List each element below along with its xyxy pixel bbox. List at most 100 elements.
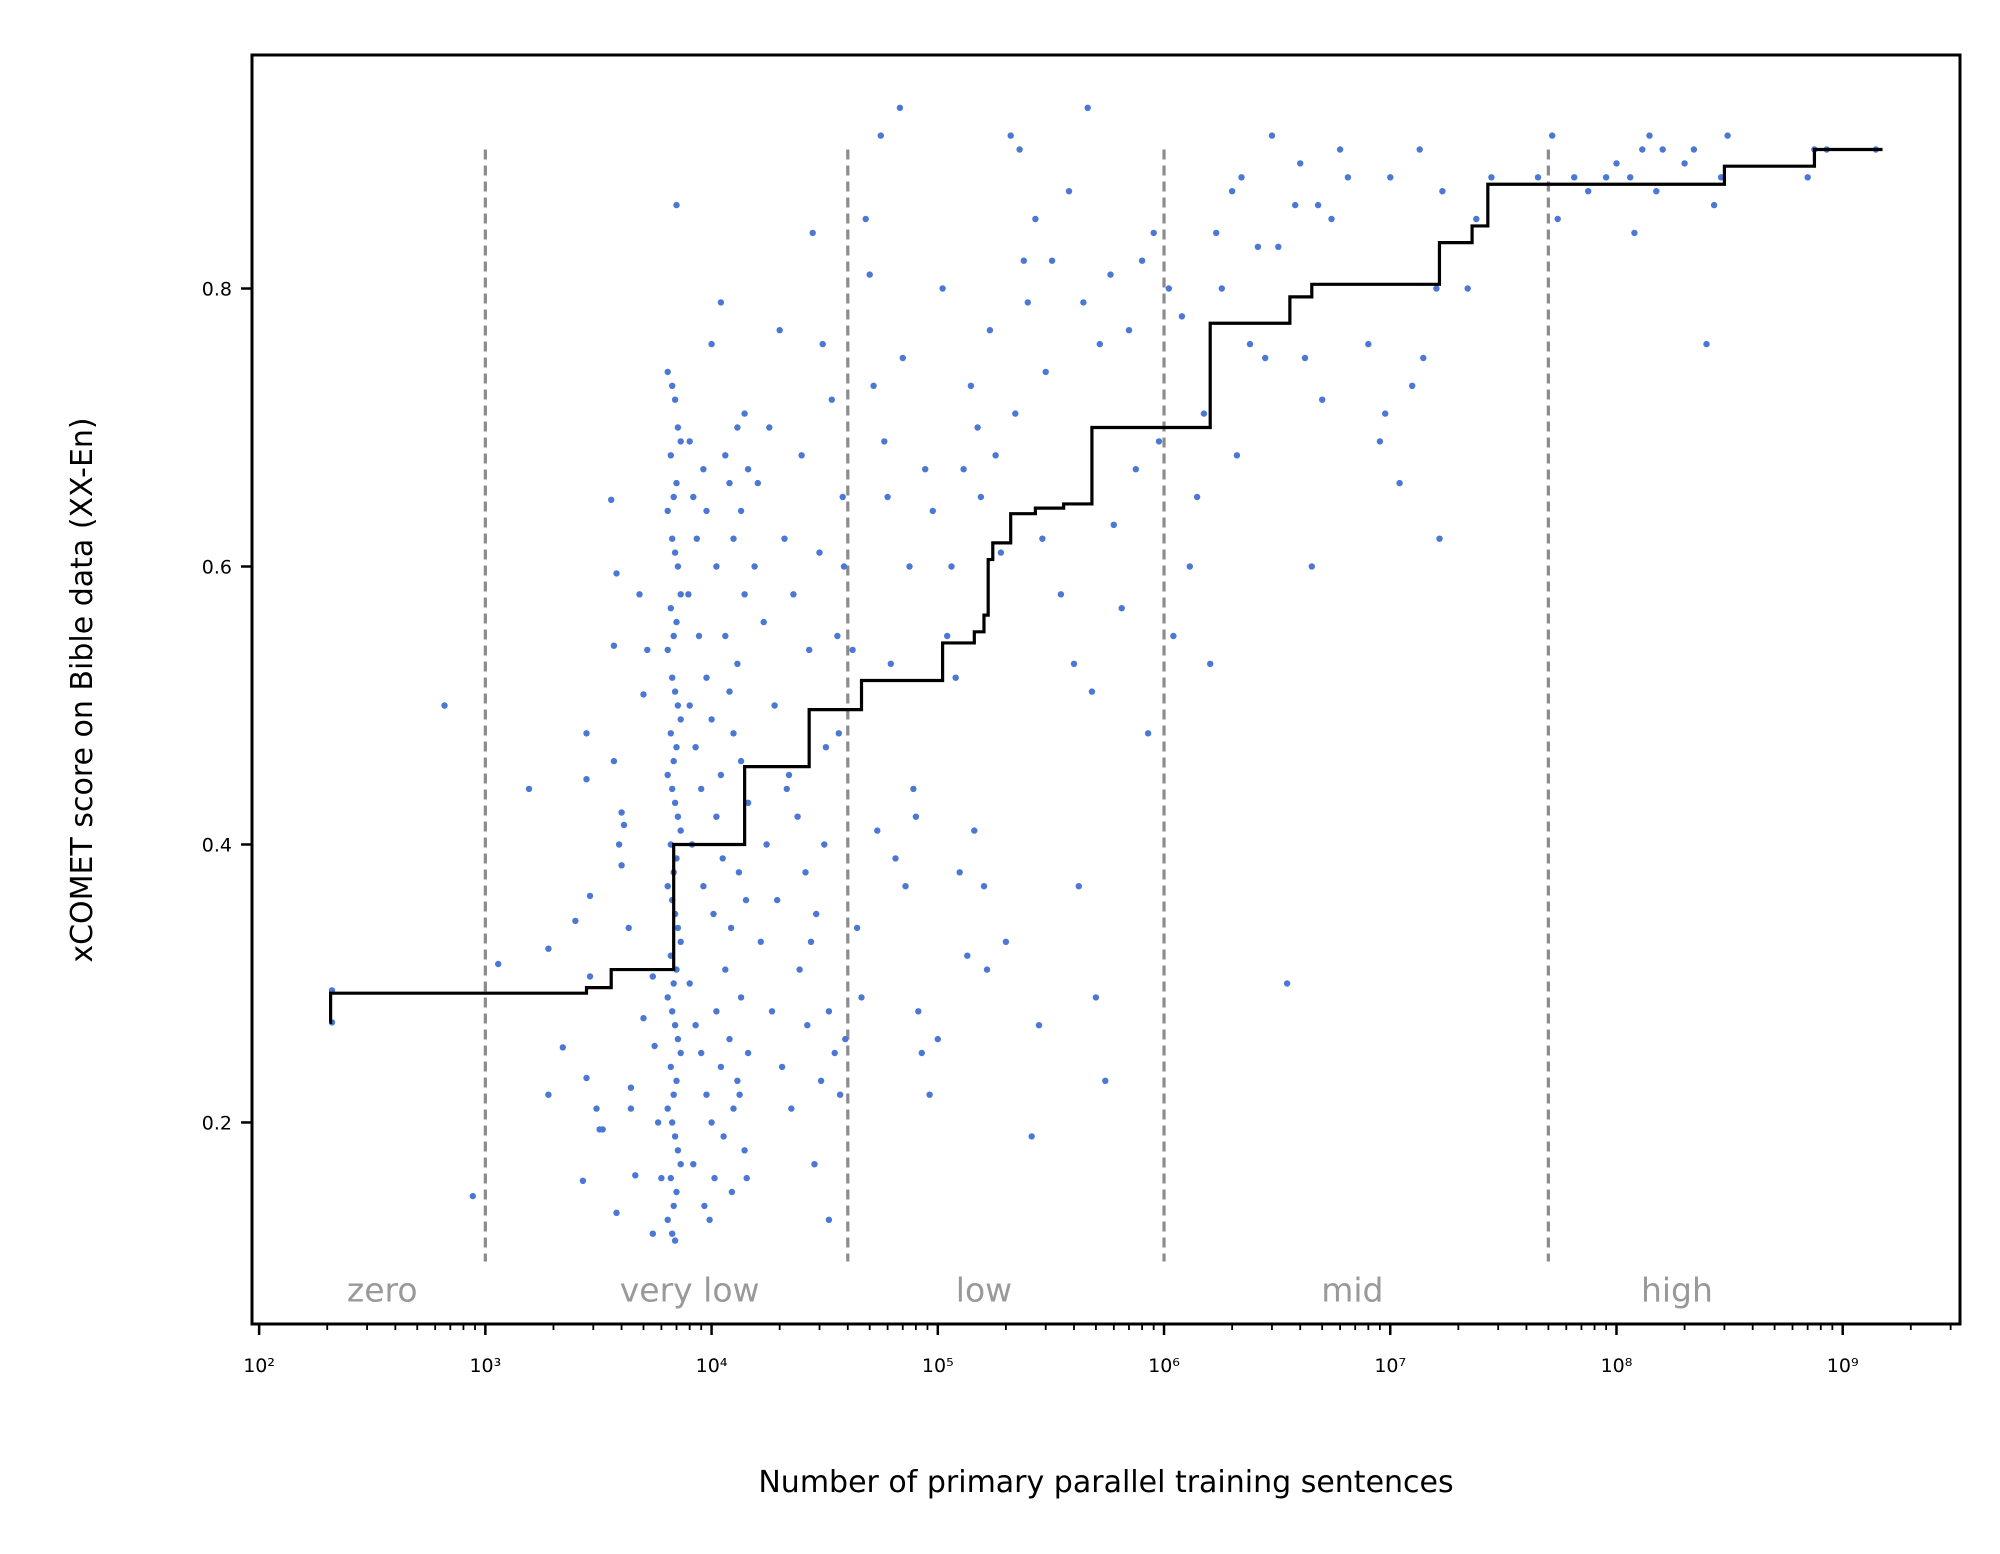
scatter-point — [685, 591, 692, 598]
tier-boundaries — [483, 149, 1550, 1262]
scatter-point — [839, 493, 846, 501]
scatter-point — [781, 535, 788, 542]
scatter-point — [1534, 174, 1542, 181]
scatter-point — [1207, 660, 1214, 667]
scatter-points — [328, 104, 1880, 1244]
scatter-point — [922, 466, 929, 473]
scatter-point — [744, 799, 752, 806]
scatter-point — [664, 507, 671, 515]
y-axis-ticks: 0.2 0.4 0.6 0.8 — [202, 279, 252, 1134]
scatter-point — [1436, 535, 1443, 542]
scatter-point — [608, 496, 615, 503]
scatter-point — [671, 549, 679, 556]
scatter-point — [1646, 132, 1653, 139]
x-tick-label: 10⁶ — [1148, 1355, 1180, 1377]
scatter-point — [997, 549, 1005, 556]
scatter-point — [977, 493, 985, 501]
x-tick-label: 10⁵ — [922, 1355, 954, 1377]
scatter-point — [802, 869, 809, 876]
scatter-point — [783, 785, 790, 793]
scatter-point — [1186, 563, 1194, 570]
scatter-point — [667, 730, 674, 737]
scatter-point — [742, 896, 750, 904]
scatter-point — [664, 994, 671, 1001]
scatter-point — [632, 1172, 639, 1179]
tier-label: low — [956, 1270, 1012, 1309]
scatter-point — [717, 771, 725, 779]
scatter-point — [811, 1161, 818, 1168]
scatter-point — [649, 1230, 656, 1237]
scatter-point — [912, 813, 920, 820]
scatter-point — [677, 938, 684, 945]
scatter-point — [1297, 160, 1304, 167]
scatter-point — [906, 563, 913, 570]
scatter-point — [1246, 340, 1254, 348]
scatter-point — [1102, 1077, 1109, 1085]
scatter-point — [692, 744, 699, 751]
scatter-point — [674, 924, 682, 932]
scatter-point — [1804, 174, 1811, 181]
scatter-point — [776, 327, 783, 334]
scatter-point — [674, 424, 682, 431]
scatter-point — [599, 1126, 606, 1133]
scatter-point — [1138, 257, 1146, 264]
scatter-point — [1690, 146, 1698, 153]
scatter-point — [828, 396, 835, 403]
scatter-point — [809, 229, 816, 237]
scatter-point — [727, 924, 735, 932]
scatter-point — [983, 966, 991, 973]
scatter-point — [1262, 354, 1269, 362]
scatter-point — [713, 813, 720, 820]
scatter-point — [813, 910, 820, 918]
scatter-point — [717, 299, 725, 306]
scatter-point — [763, 841, 770, 848]
scatter-point — [1283, 980, 1291, 987]
scatter-point — [1653, 188, 1660, 195]
scatter-point — [572, 917, 579, 925]
scatter-point — [1268, 132, 1276, 139]
scatter-point — [1092, 994, 1100, 1001]
scatter-point — [734, 424, 741, 431]
scatter-point — [1228, 188, 1236, 195]
scatter-point — [651, 1042, 658, 1050]
scatter-point — [1308, 563, 1316, 570]
scatter-point — [874, 827, 881, 834]
scatter-point — [804, 1021, 811, 1029]
scatter-point — [698, 785, 705, 793]
scatter-point — [1007, 132, 1014, 139]
scatter-point — [690, 1161, 697, 1168]
scatter-point — [700, 466, 707, 473]
scatter-point — [730, 535, 737, 542]
x-axis-label: Number of primary parallel training sent… — [758, 1465, 1453, 1500]
scatter-point — [967, 382, 975, 389]
scatter-point — [495, 960, 502, 968]
scatter-point — [671, 688, 679, 695]
scatter-point — [1659, 146, 1666, 153]
scatter-point — [887, 660, 894, 667]
scatter-point — [960, 466, 967, 473]
scatter-point — [1365, 340, 1372, 348]
scatter-point — [586, 973, 594, 980]
scatter-point — [798, 452, 805, 459]
scatter-point — [692, 1021, 699, 1029]
scatter-point — [690, 493, 697, 501]
scatter-point — [583, 1074, 590, 1082]
scatter-point — [899, 354, 906, 362]
scatter-point — [717, 1063, 725, 1071]
scatter-point — [722, 452, 729, 459]
scatter-point — [1613, 160, 1620, 167]
scatter-point — [754, 479, 761, 487]
scatter-point — [1717, 174, 1725, 181]
scatter-point — [674, 563, 682, 570]
scatter-point — [673, 744, 680, 751]
scatter-point — [664, 1216, 671, 1224]
scatter-point — [774, 896, 781, 904]
scatter-point — [670, 493, 677, 501]
scatter-point — [1084, 104, 1091, 112]
scatter-point — [545, 945, 552, 952]
scatter-point — [698, 1049, 705, 1057]
scatter-point — [667, 452, 674, 459]
scatter-point — [819, 340, 826, 348]
scatter-point — [1488, 174, 1495, 181]
scatter-point — [583, 730, 590, 737]
